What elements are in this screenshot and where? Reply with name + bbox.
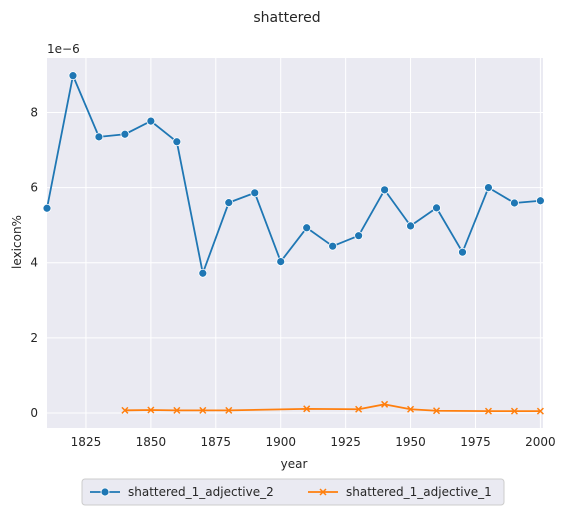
y-scale-label: 1e−6 <box>47 42 80 56</box>
data-point <box>380 185 389 195</box>
data-point <box>172 137 182 147</box>
data-point <box>510 407 518 415</box>
data-point <box>536 407 544 415</box>
y-axis-label: lexicon% <box>10 215 24 269</box>
series-line <box>46 74 541 275</box>
data-point <box>147 406 155 414</box>
series-layer <box>42 71 545 415</box>
legend-label-1: shattered_1_adjective_2 <box>128 485 274 499</box>
data-point <box>432 203 441 213</box>
legend-marker-2 <box>319 488 327 496</box>
x-tick-label: 1950 <box>395 435 426 449</box>
y-tick-label: 2 <box>30 331 38 345</box>
x-tick-label: 1875 <box>201 435 232 449</box>
y-tick-label: 8 <box>30 105 38 119</box>
data-point <box>458 247 467 257</box>
chart-title: shattered <box>253 10 320 26</box>
data-point <box>328 241 338 251</box>
data-point <box>381 400 389 408</box>
data-point <box>250 188 260 198</box>
x-tick-label: 2000 <box>525 435 556 449</box>
y-axis-ticks: 0 2 4 6 8 <box>30 105 38 420</box>
y-tick-label: 6 <box>30 181 38 195</box>
series-2 <box>121 400 544 415</box>
data-point <box>302 223 312 233</box>
x-tick-label: 1925 <box>330 435 361 449</box>
data-point <box>120 129 130 139</box>
data-point <box>510 198 519 208</box>
data-point <box>303 405 311 413</box>
legend-box <box>81 478 505 506</box>
data-point <box>406 221 415 231</box>
data-point <box>68 71 78 81</box>
data-point <box>42 203 52 213</box>
legend: shattered_1_adjective_2 shattered_1_adje… <box>81 478 505 506</box>
x-tick-label: 1825 <box>71 435 102 449</box>
data-point <box>146 116 156 126</box>
series-1 <box>42 71 545 278</box>
data-point <box>276 257 286 266</box>
data-point <box>198 268 208 278</box>
y-tick-label: 0 <box>30 406 38 420</box>
x-tick-label: 1850 <box>136 435 167 449</box>
data-point <box>407 405 415 413</box>
data-point <box>121 406 129 414</box>
data-point <box>225 406 233 414</box>
x-axis-label: year <box>281 457 308 471</box>
x-axis-ticks: 1825 1850 1875 1900 1925 1950 1975 2000 <box>71 435 556 449</box>
data-point <box>355 405 363 413</box>
x-tick-label: 1900 <box>265 435 296 449</box>
data-point <box>173 406 181 414</box>
data-point <box>432 407 441 415</box>
data-point <box>354 231 364 241</box>
data-point <box>199 406 207 414</box>
data-point <box>536 196 545 206</box>
data-point <box>94 132 104 142</box>
data-point <box>484 183 493 192</box>
data-point <box>224 198 234 208</box>
legend-marker-1 <box>100 487 110 497</box>
grid-lines <box>47 58 543 428</box>
data-point <box>484 407 492 415</box>
legend-label-2: shattered_1_adjective_1 <box>346 485 492 499</box>
x-tick-label: 1975 <box>460 435 491 449</box>
y-tick-label: 4 <box>30 256 38 270</box>
